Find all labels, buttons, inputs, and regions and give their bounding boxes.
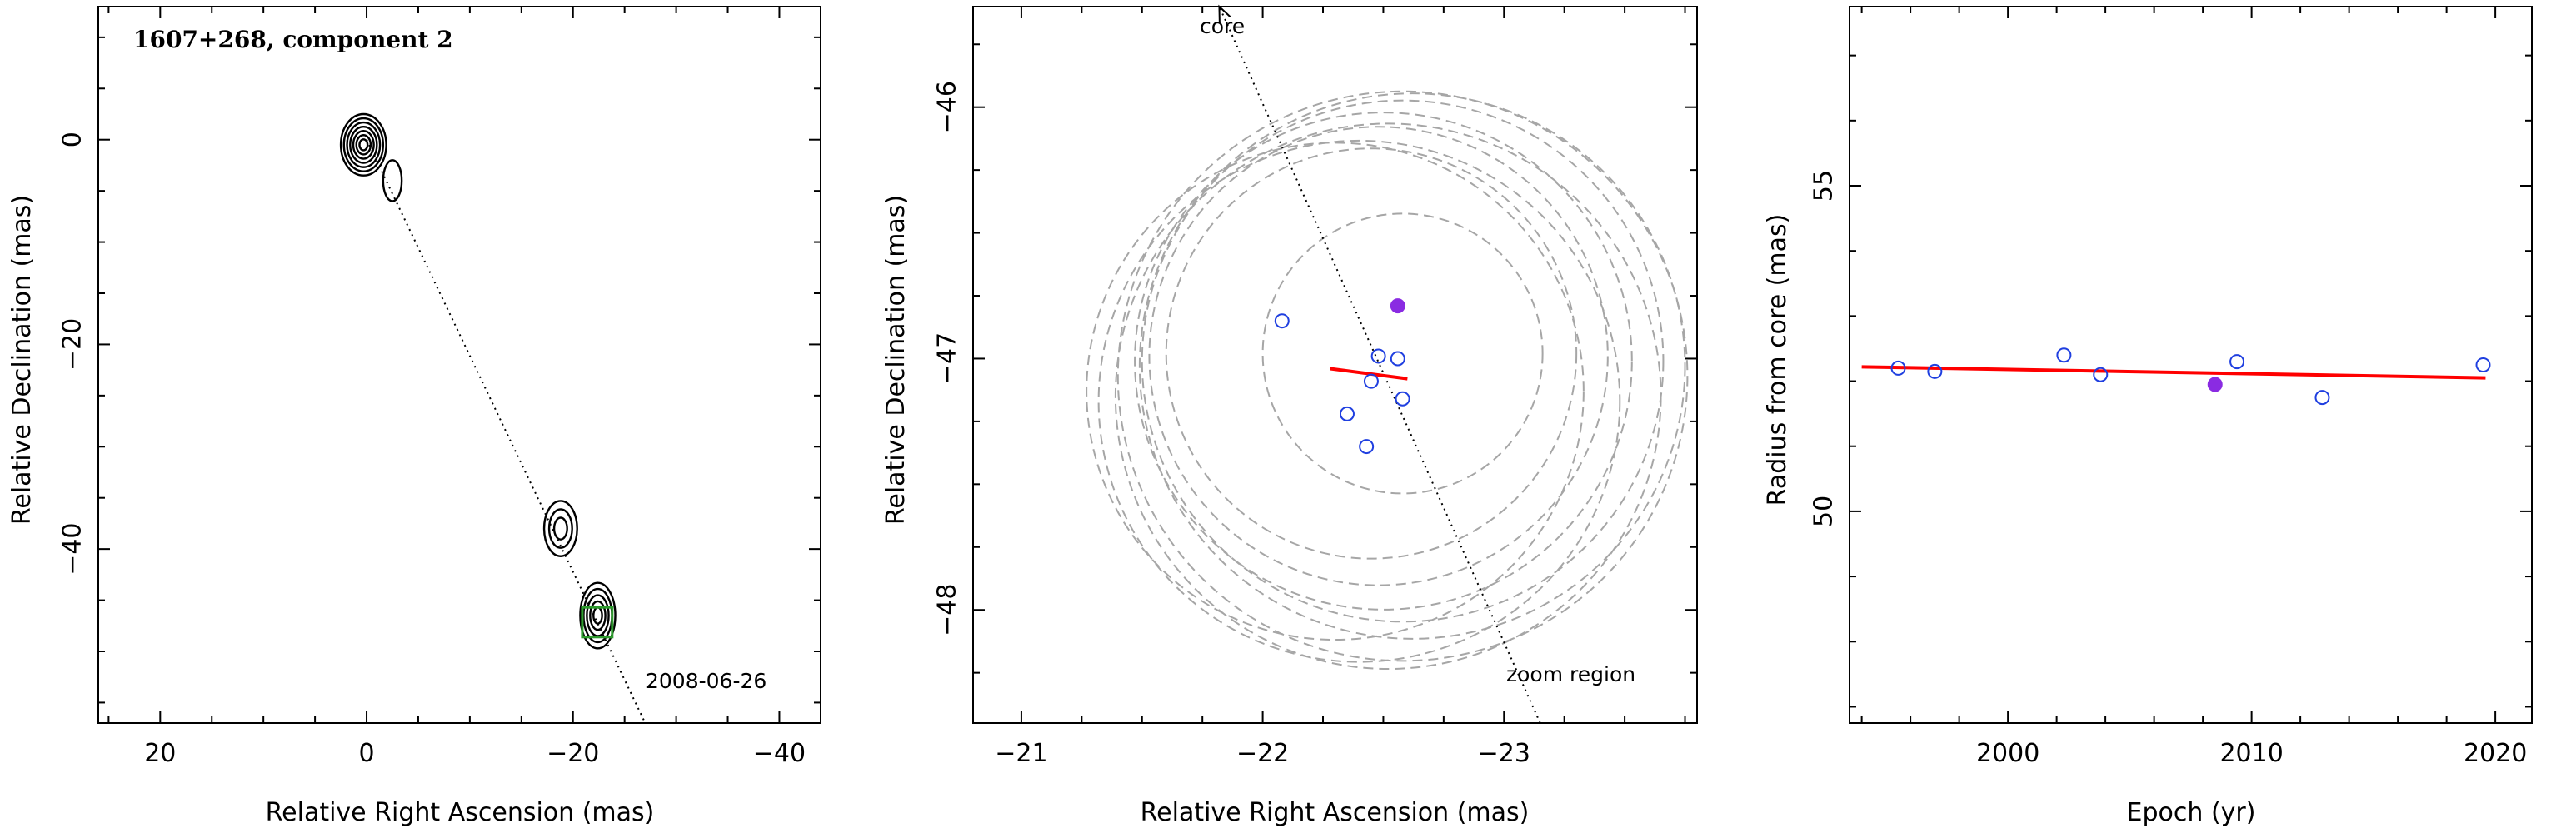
panel3-plot: 2000 2010 2020 50 55 [1810,6,2533,768]
panel3-xtick-label: 2010 [2219,739,2283,768]
data-point [1339,406,1355,421]
panel1-ytick-label: 0 [58,132,87,147]
data-point [2475,357,2491,372]
contour-level [358,138,369,152]
panel3-ylabel: Radius from core (mas) [1763,214,1792,506]
contour-level [552,516,568,541]
panel-2: core zoom region Relative Right Ascensio… [881,4,1698,827]
contour-level [346,121,382,168]
panel3-xlabel: Epoch (yr) [2127,798,2256,827]
beam-circle [1261,212,1544,495]
beam-circle [1134,112,1633,611]
panel1-ytick-label: −40 [58,522,87,575]
data-point [2093,367,2109,382]
data-point [2314,390,2330,406]
contour-level [342,117,385,172]
panel2-xtick-label: −23 [1478,739,1530,768]
data-point [1370,348,1386,364]
fit-line [1330,367,1408,381]
panel1-xlabel: Relative Right Ascension (mas) [266,798,655,827]
panel1-ylabel: Relative Declination (mas) [7,195,37,525]
data-point [1927,363,1943,379]
contour-level [592,606,603,625]
contour-level [382,159,403,202]
panel1-xtick-label: 20 [144,739,176,768]
panel2-ylabel: Relative Declination (mas) [881,195,911,525]
panel2-core-label: core [1200,14,1245,38]
data-point [1395,391,1410,407]
contour-level [579,581,617,650]
contour-level [355,134,372,156]
beam-circle [1116,90,1689,662]
contour-level [352,129,375,160]
fit-line [1861,365,2486,380]
panel2-zoom-label: zoom region [1506,662,1635,686]
panel1-xtick-label: −40 [753,739,806,768]
contour-level [339,112,387,177]
data-point [1363,373,1379,389]
beam-circle [1097,139,1621,663]
panel-3: Epoch (yr) Radius from core (mas) 2000 20… [1763,6,2533,827]
contour-level [589,600,607,631]
panel2-ytick-label: −48 [933,584,962,636]
core-direction-line [1218,6,1541,724]
panel2-xtick-label: −22 [1236,739,1289,768]
panel1-plot: 20 0 −20 −40 0 −20 −40 [58,6,821,768]
contour-level [542,500,578,557]
panel3-xtick-label: 2020 [2464,739,2527,768]
zoom-region-box [581,606,614,639]
beam-circle [1086,142,1585,641]
panel1-ytick-label: −20 [58,318,87,371]
panel2-ytick-label: −47 [933,332,962,385]
beam-circle [1165,147,1578,560]
panel1-xtick-label: 0 [358,739,374,768]
panel1-title: 1607+268, component 2 [133,26,453,53]
beam-circle [1148,126,1609,586]
panel2-ytick-label: −46 [933,81,962,133]
panel2-frame [972,6,1698,724]
contour-level [547,508,573,549]
panel3-ytick-label: 55 [1810,170,1839,202]
panel2-xlabel: Relative Right Ascension (mas) [1141,798,1530,827]
data-point [2229,354,2245,370]
panel3-xtick-label: 2000 [1976,739,2039,768]
data-point [1274,313,1290,329]
beam-circle [1141,99,1665,623]
data-point-current-epoch [2207,377,2223,392]
contour-level [349,125,378,164]
beam-circle [1114,122,1662,671]
panel1-date-label: 2008-06-26 [646,669,766,693]
panel2-xtick-label: −21 [995,739,1047,768]
panel2-plot: −21 −22 −23 −46 −47 −48 [933,4,1698,768]
panel-1: 1607+268, component 2 2008-06-26 Relativ… [7,6,821,827]
beam-circle [1138,92,1686,640]
jet-axis-line [366,139,646,724]
data-point [1890,360,1906,376]
data-point [1390,351,1405,367]
data-point [1359,439,1375,455]
data-point [2056,347,2072,363]
panel3-frame [1849,6,2533,724]
data-point-current-epoch [1390,298,1405,314]
panel1-frame [97,6,821,724]
panel3-ytick-label: 50 [1810,496,1839,527]
panel1-xtick-label: −20 [547,739,599,768]
